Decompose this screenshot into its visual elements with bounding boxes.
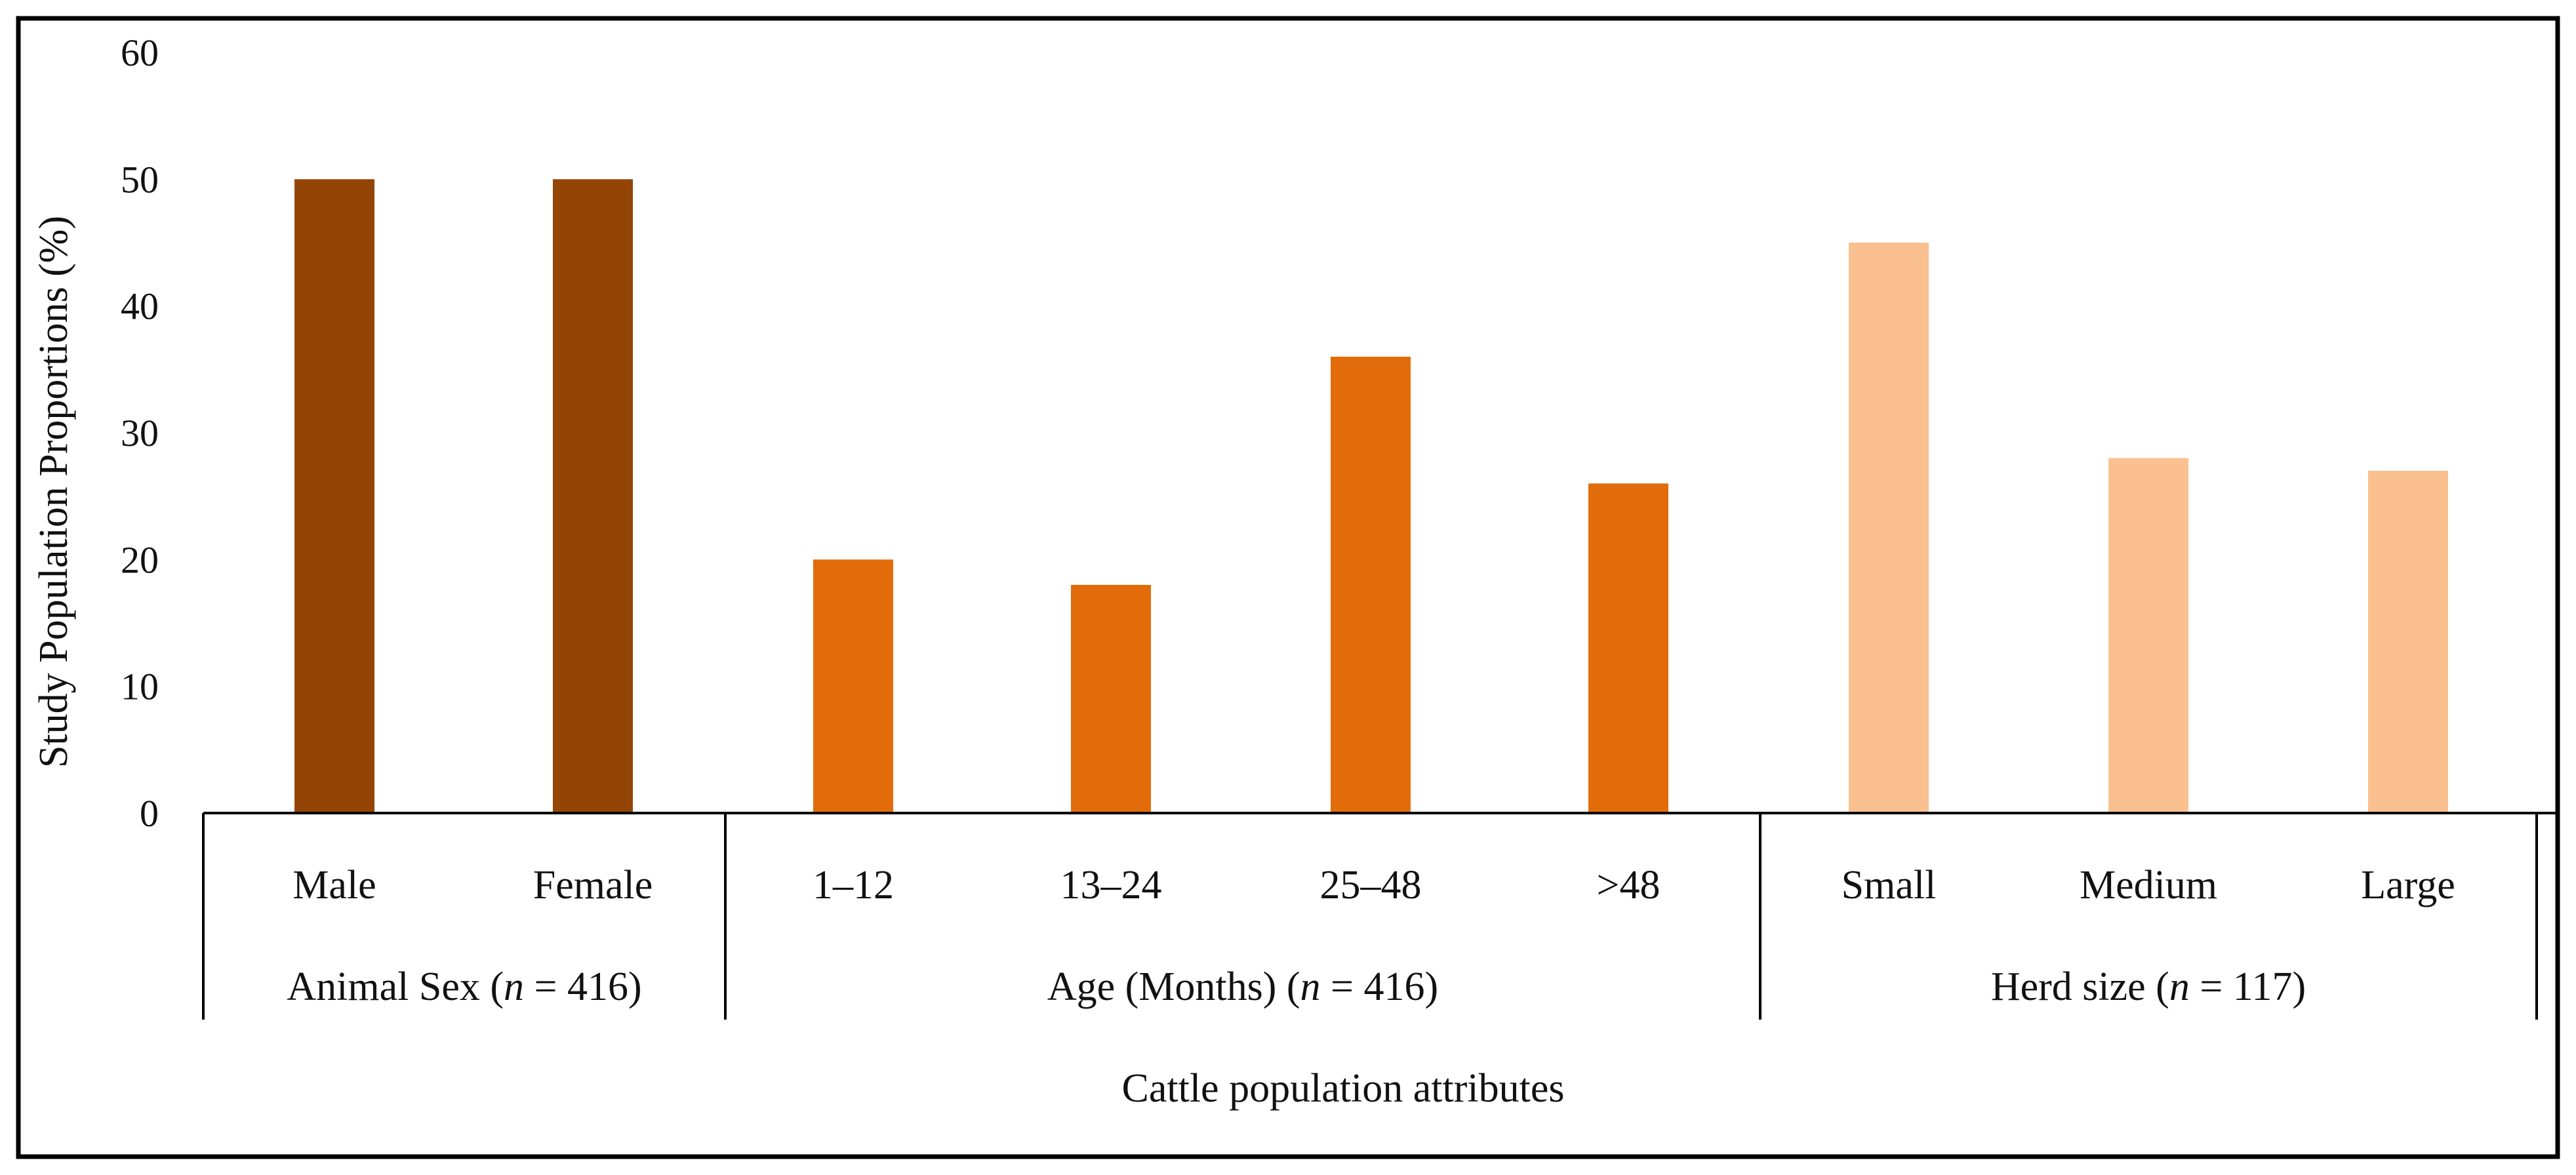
x-tick-label: Large <box>2361 863 2455 907</box>
y-tick-label: 10 <box>121 666 159 708</box>
bar-25-48 <box>1331 357 1411 813</box>
bar-medium <box>2108 458 2188 813</box>
bar-small <box>1849 243 1929 813</box>
bar-male <box>294 179 374 813</box>
group-label-prefix: Age (Months) ( <box>1047 965 1300 1009</box>
bar--48 <box>1588 483 1668 813</box>
x-tick-label: >48 <box>1597 863 1660 907</box>
group-label-n: n <box>1300 965 1321 1009</box>
y-tick-label: 50 <box>121 158 159 201</box>
y-tick-label: 20 <box>121 538 159 581</box>
y-axis-label: Study Population Proportions (%) <box>31 216 76 768</box>
bar-large <box>2368 471 2448 813</box>
group-label: Animal Sex (n = 416) <box>287 965 641 1009</box>
x-tick-label: Male <box>292 863 376 907</box>
group-label-suffix: = 416) <box>524 965 642 1009</box>
bar-1-12 <box>813 559 893 813</box>
y-axis-ticks: 0 10 20 30 40 50 60 <box>121 31 159 835</box>
group-label-n: n <box>504 965 524 1009</box>
x-tick-label: Medium <box>2080 863 2217 907</box>
bar-13-24 <box>1071 585 1151 813</box>
group-label-suffix: = 117) <box>2190 965 2306 1009</box>
group-label-prefix: Animal Sex ( <box>287 965 504 1009</box>
x-tick-label: 1–12 <box>813 863 894 907</box>
y-tick-label: 0 <box>140 792 159 835</box>
group-label-n: n <box>2169 965 2190 1009</box>
bar-female <box>553 179 633 813</box>
x-tick-label: Small <box>1841 863 1937 907</box>
group-label: Age (Months) (n = 416) <box>1047 965 1438 1009</box>
x-tick-label: 13–24 <box>1060 863 1162 907</box>
group-label-suffix: = 416) <box>1321 965 1439 1009</box>
y-tick-label: 40 <box>121 285 159 328</box>
x-tick-label: Female <box>533 863 653 907</box>
bars <box>294 179 2448 813</box>
x-axis-label: Cattle population attributes <box>1122 1066 1565 1111</box>
y-tick-label: 30 <box>121 412 159 454</box>
y-tick-label: 60 <box>121 31 159 74</box>
x-tick-label: 25–48 <box>1320 863 1422 907</box>
group-label: Herd size (n = 117) <box>1991 965 2306 1009</box>
group-label-prefix: Herd size ( <box>1991 965 2169 1009</box>
